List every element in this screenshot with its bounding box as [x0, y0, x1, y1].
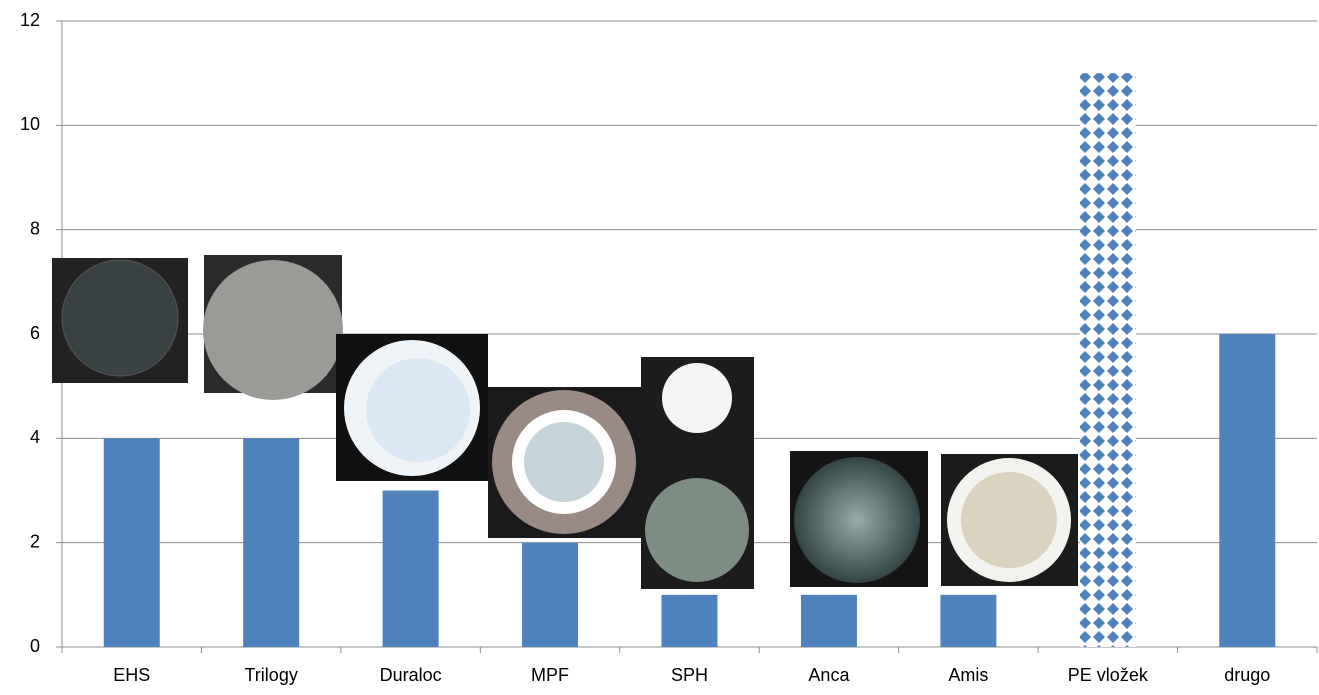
bar-group: [522, 542, 579, 647]
photo-object: [645, 478, 749, 582]
x-tick-label: SPH: [671, 665, 708, 685]
bar-group: [103, 438, 160, 647]
bar-group: [661, 594, 718, 647]
bar: [522, 542, 579, 647]
bar: [1079, 73, 1136, 647]
x-tick-label: Trilogy: [244, 665, 297, 685]
bar-group: [1219, 334, 1276, 647]
bar-group: [800, 594, 857, 647]
x-tick-label: Anca: [808, 665, 850, 685]
x-tick-label: drugo: [1224, 665, 1270, 685]
y-tick-label: 12: [20, 10, 40, 30]
y-tick-label: 10: [20, 114, 40, 134]
y-tick-label: 8: [30, 218, 40, 238]
bar-group: [243, 438, 300, 647]
x-tick-label: MPF: [531, 665, 569, 685]
bar: [800, 594, 857, 647]
photo-object: [61, 259, 179, 377]
bar: [940, 594, 997, 647]
x-tick-label: Duraloc: [380, 665, 442, 685]
x-tick-label: EHS: [113, 665, 150, 685]
bar: [243, 438, 300, 647]
bar: [661, 594, 718, 647]
y-tick-label: 0: [30, 636, 40, 656]
photo-object: [203, 260, 343, 400]
bar-group: [940, 594, 997, 647]
x-tick-label: Amis: [948, 665, 988, 685]
bar: [382, 490, 439, 647]
x-tick-label: PE vložek: [1068, 665, 1149, 685]
y-tick-label: 4: [30, 427, 40, 447]
photo-object: [662, 363, 732, 433]
photos: [52, 255, 1078, 589]
bar-group: [1079, 73, 1136, 647]
y-tick-label: 6: [30, 323, 40, 343]
bar: [103, 438, 160, 647]
bar-group: [382, 490, 439, 647]
y-tick-label: 2: [30, 531, 40, 551]
photo-object: [794, 457, 920, 583]
photo-object: [366, 358, 470, 462]
photo-object: [524, 422, 604, 502]
photo-object: [961, 472, 1057, 568]
bar: [1219, 334, 1276, 647]
